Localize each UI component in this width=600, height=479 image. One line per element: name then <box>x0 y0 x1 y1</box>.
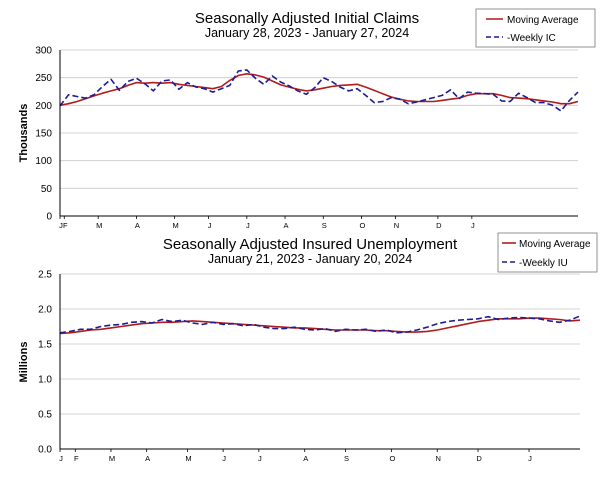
chart-2-series <box>59 315 581 335</box>
chart-2-month-label: J <box>59 454 63 463</box>
chart-1-legend-label-weekly: -Weekly IC <box>507 33 556 44</box>
chart-1-series <box>59 69 579 112</box>
chart-1-y-tick-label: 0 <box>46 212 52 223</box>
chart-2-series-moving-average <box>59 317 581 335</box>
chart-1-month-label: M <box>96 221 102 230</box>
chart-2-legend-label-moving-average: Moving Average <box>519 239 591 250</box>
chart-2-month-label: N <box>436 454 441 463</box>
chart-1-month-label: D <box>436 221 442 230</box>
chart-1-subtitle: January 28, 2023 - January 27, 2024 <box>205 26 409 40</box>
chart-2-y-tick-label: 0.5 <box>38 410 52 421</box>
chart-2-month-label: J <box>528 454 532 463</box>
chart-1-month-label: S <box>322 221 327 230</box>
chart-2-y-tick-label: 1.0 <box>38 375 52 386</box>
chart-1-month-label: J <box>59 221 63 230</box>
chart-1-legend: Moving Average -Weekly IC <box>475 8 596 48</box>
chart-1-month-label: A <box>135 221 140 230</box>
chart-2-month-label: D <box>476 454 482 463</box>
chart-2-y-tick-label: 2.0 <box>38 305 52 316</box>
chart-1-y-tick-label: 50 <box>41 184 53 195</box>
chart-2-y-tick-labels: 0.0 0.5 1.0 1.5 2.0 2.5 <box>38 270 52 456</box>
chart-2-month-label: J <box>258 454 262 463</box>
chart-1-month-label: O <box>360 221 366 230</box>
chart-2-legend: Moving Average -Weekly IU <box>497 232 598 273</box>
chart-1-month-label: J <box>471 221 475 230</box>
chart-1-series-weekly <box>59 69 579 112</box>
chart-2-y-tick-label: 1.5 <box>38 340 52 351</box>
chart-1-month-label: J <box>208 221 212 230</box>
chart-1-y-tick-labels: 0 50 100 150 200 250 300 <box>35 46 52 223</box>
chart-1-y-tick-label: 150 <box>35 129 52 140</box>
chart-1: Seasonally Adjusted Initial Claims Janua… <box>18 8 596 230</box>
chart-2-y-axis-label: Millions <box>18 342 30 383</box>
chart-2-month-label: J <box>222 454 226 463</box>
chart-1-y-axis-label: Thousands <box>18 104 30 163</box>
chart-2-month-label: F <box>74 454 79 463</box>
chart-1-gridlines <box>60 49 578 189</box>
chart-1-month-label: A <box>284 221 289 230</box>
chart-2-subtitle: January 21, 2023 - January 20, 2024 <box>208 252 412 266</box>
chart-2-month-label: A <box>145 454 150 463</box>
chart-2: Seasonally Adjusted Insured Unemployment… <box>18 232 598 463</box>
chart-2-title: Seasonally Adjusted Insured Unemployment <box>163 236 458 253</box>
chart-2-month-label: O <box>389 454 395 463</box>
chart-1-y-tick-label: 100 <box>35 156 52 167</box>
chart-1-month-label: J <box>246 221 250 230</box>
chart-1-month-label: F <box>63 221 68 230</box>
chart-1-title: Seasonally Adjusted Initial Claims <box>195 10 419 27</box>
chart-1-month-label: N <box>394 221 399 230</box>
chart-2-month-label: S <box>344 454 349 463</box>
chart-1-legend-box <box>475 8 596 48</box>
chart-2-month-label: M <box>185 454 191 463</box>
chart-1-legend-label-moving-average: Moving Average <box>507 15 579 26</box>
chart-2-series-weekly <box>59 315 581 334</box>
chart-1-series-moving-average <box>59 73 579 107</box>
chart-2-month-label: M <box>109 454 115 463</box>
chart-2-gridlines <box>60 273 580 415</box>
chart-1-y-tick-label: 300 <box>35 46 52 57</box>
chart-2-legend-box <box>497 232 598 273</box>
chart-1-y-tick-label: 250 <box>35 73 52 84</box>
chart-1-y-tick-label: 200 <box>35 101 52 112</box>
chart-1-month-label: M <box>173 221 179 230</box>
chart-2-month-label: A <box>303 454 308 463</box>
chart-2-y-tick-label: 0.0 <box>38 445 52 456</box>
chart-2-legend-label-weekly: -Weekly IU <box>519 258 568 269</box>
chart-2-y-tick-label: 2.5 <box>38 270 52 281</box>
